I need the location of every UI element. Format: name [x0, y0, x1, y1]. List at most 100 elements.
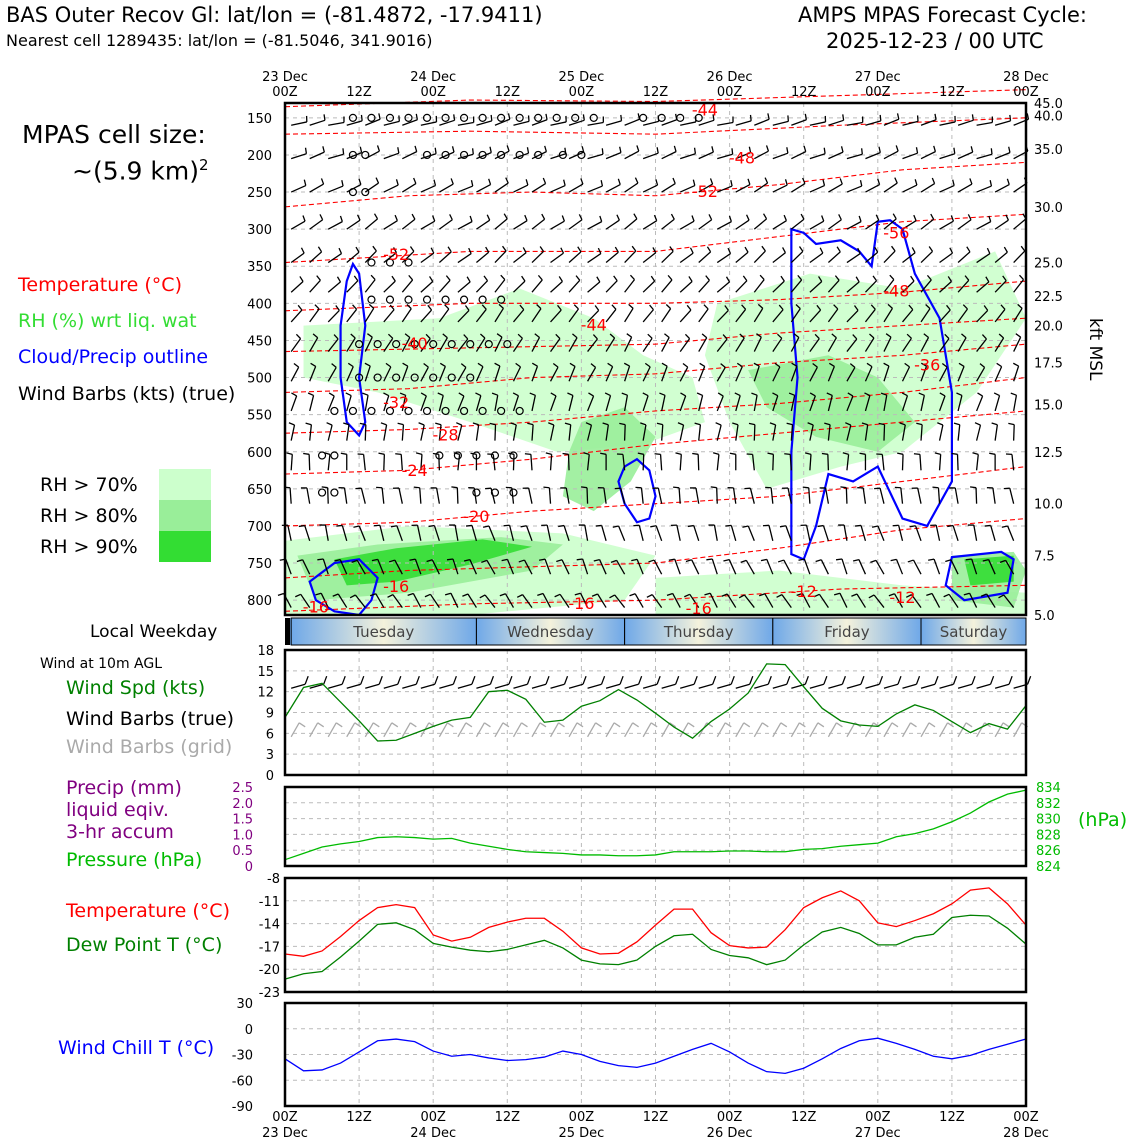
wind-barb	[807, 422, 814, 441]
barb-flag	[1026, 113, 1030, 120]
barb-shaft	[457, 185, 473, 193]
grid-wind-barb	[920, 722, 936, 738]
barb-shaft	[306, 487, 311, 504]
barb-shaft	[657, 487, 663, 504]
wind-barb	[642, 333, 653, 352]
wind-barb	[383, 362, 392, 382]
barb-shaft	[902, 252, 916, 264]
wind-barb	[928, 558, 941, 575]
wind-barb	[475, 304, 487, 323]
barb-flag	[682, 362, 689, 368]
calm-marker	[558, 150, 567, 160]
barb-shaft	[492, 454, 496, 471]
barb-flag	[521, 722, 528, 728]
wind-barb	[874, 487, 885, 504]
barb-shaft	[661, 683, 676, 689]
barb-flag	[798, 722, 806, 728]
barb-shaft	[616, 560, 626, 575]
barb-flag	[634, 177, 639, 184]
barb-flag	[852, 558, 860, 562]
weekday-friday: Friday	[824, 623, 870, 641]
barb-shaft	[846, 121, 863, 126]
wind-barb	[420, 362, 429, 382]
barb-shaft	[920, 395, 925, 412]
wind-barb	[679, 333, 691, 352]
wind-barb	[828, 146, 844, 160]
wind-barb	[1013, 245, 1026, 263]
barb-shaft	[568, 683, 584, 689]
cloud-outline-0	[339, 261, 367, 438]
barb-shaft	[327, 367, 337, 382]
wind-barb	[846, 148, 863, 160]
barb-flag	[613, 275, 618, 282]
wind-spd-label: Wind Spd (kts)	[66, 677, 206, 699]
barb-shaft	[846, 221, 862, 230]
wind-barb	[288, 422, 296, 441]
barb-shaft	[914, 525, 922, 542]
wind-barb	[383, 115, 400, 126]
cloud-outline-1	[617, 457, 657, 524]
chart-title: BAS Outer Recov Gl: lat/lon = (-81.4872,…	[6, 3, 543, 27]
wind-barb	[616, 453, 626, 471]
barb-shaft	[827, 251, 841, 264]
weekday-label: Local Weekday	[90, 622, 218, 642]
wind-barb	[754, 113, 770, 126]
wind-barb	[642, 247, 657, 264]
grid-wind-barb	[290, 722, 306, 738]
barb-shaft	[494, 307, 504, 323]
wind-barb	[851, 593, 867, 608]
barb-shaft	[642, 152, 659, 160]
true-wind-barb	[754, 675, 772, 689]
wind-barb	[309, 333, 319, 352]
wind-barb	[291, 115, 308, 126]
wind-barb	[819, 487, 830, 504]
barb-shaft	[328, 121, 345, 126]
wind-barb	[418, 422, 425, 441]
barb-shaft	[568, 395, 574, 412]
wind-barb	[742, 525, 755, 542]
barb-shaft	[383, 424, 388, 441]
barb-shaft	[920, 183, 935, 193]
wind-barb	[790, 246, 804, 264]
barb-shaft	[976, 722, 986, 738]
barb-flag	[554, 593, 561, 598]
barb-flag	[725, 276, 731, 283]
wind-barb	[661, 274, 673, 293]
barb-flag	[298, 722, 306, 728]
bottom-date-label: 23 Dec	[262, 1126, 308, 1140]
barb-flag	[896, 113, 900, 120]
wind-barb	[883, 303, 894, 323]
barb-shaft	[809, 220, 825, 230]
wind-barb	[550, 304, 562, 323]
wind-barb	[531, 213, 546, 230]
barb-shaft	[957, 251, 971, 264]
wind-barb	[864, 333, 875, 352]
barb-flag	[333, 334, 339, 340]
top-hour-label: 12Z	[939, 85, 965, 100]
barb-flag	[926, 274, 932, 281]
wind-barb	[740, 559, 755, 575]
rh-area-0	[303, 288, 705, 452]
barb-flag	[471, 148, 474, 155]
barb-flag	[731, 148, 734, 155]
barb-flag	[802, 486, 809, 489]
barb-flag	[885, 333, 892, 338]
barb-shaft	[309, 251, 323, 264]
barb-shaft	[865, 683, 880, 689]
barb-flag	[963, 592, 970, 596]
barb-shaft	[356, 560, 366, 575]
barb-shaft	[753, 150, 769, 160]
barb-flag	[489, 675, 495, 685]
barb-shaft	[790, 279, 803, 293]
barb-shaft	[508, 525, 515, 541]
wind-barb	[735, 246, 749, 264]
barb-shaft	[494, 218, 508, 230]
true-wind-barb	[828, 675, 847, 689]
barb-flag	[360, 675, 365, 685]
barb-flag	[544, 145, 548, 152]
wind-barb	[420, 115, 438, 126]
calm-marker	[577, 150, 586, 160]
wind-barb	[652, 487, 663, 504]
wind-barb	[716, 363, 726, 382]
